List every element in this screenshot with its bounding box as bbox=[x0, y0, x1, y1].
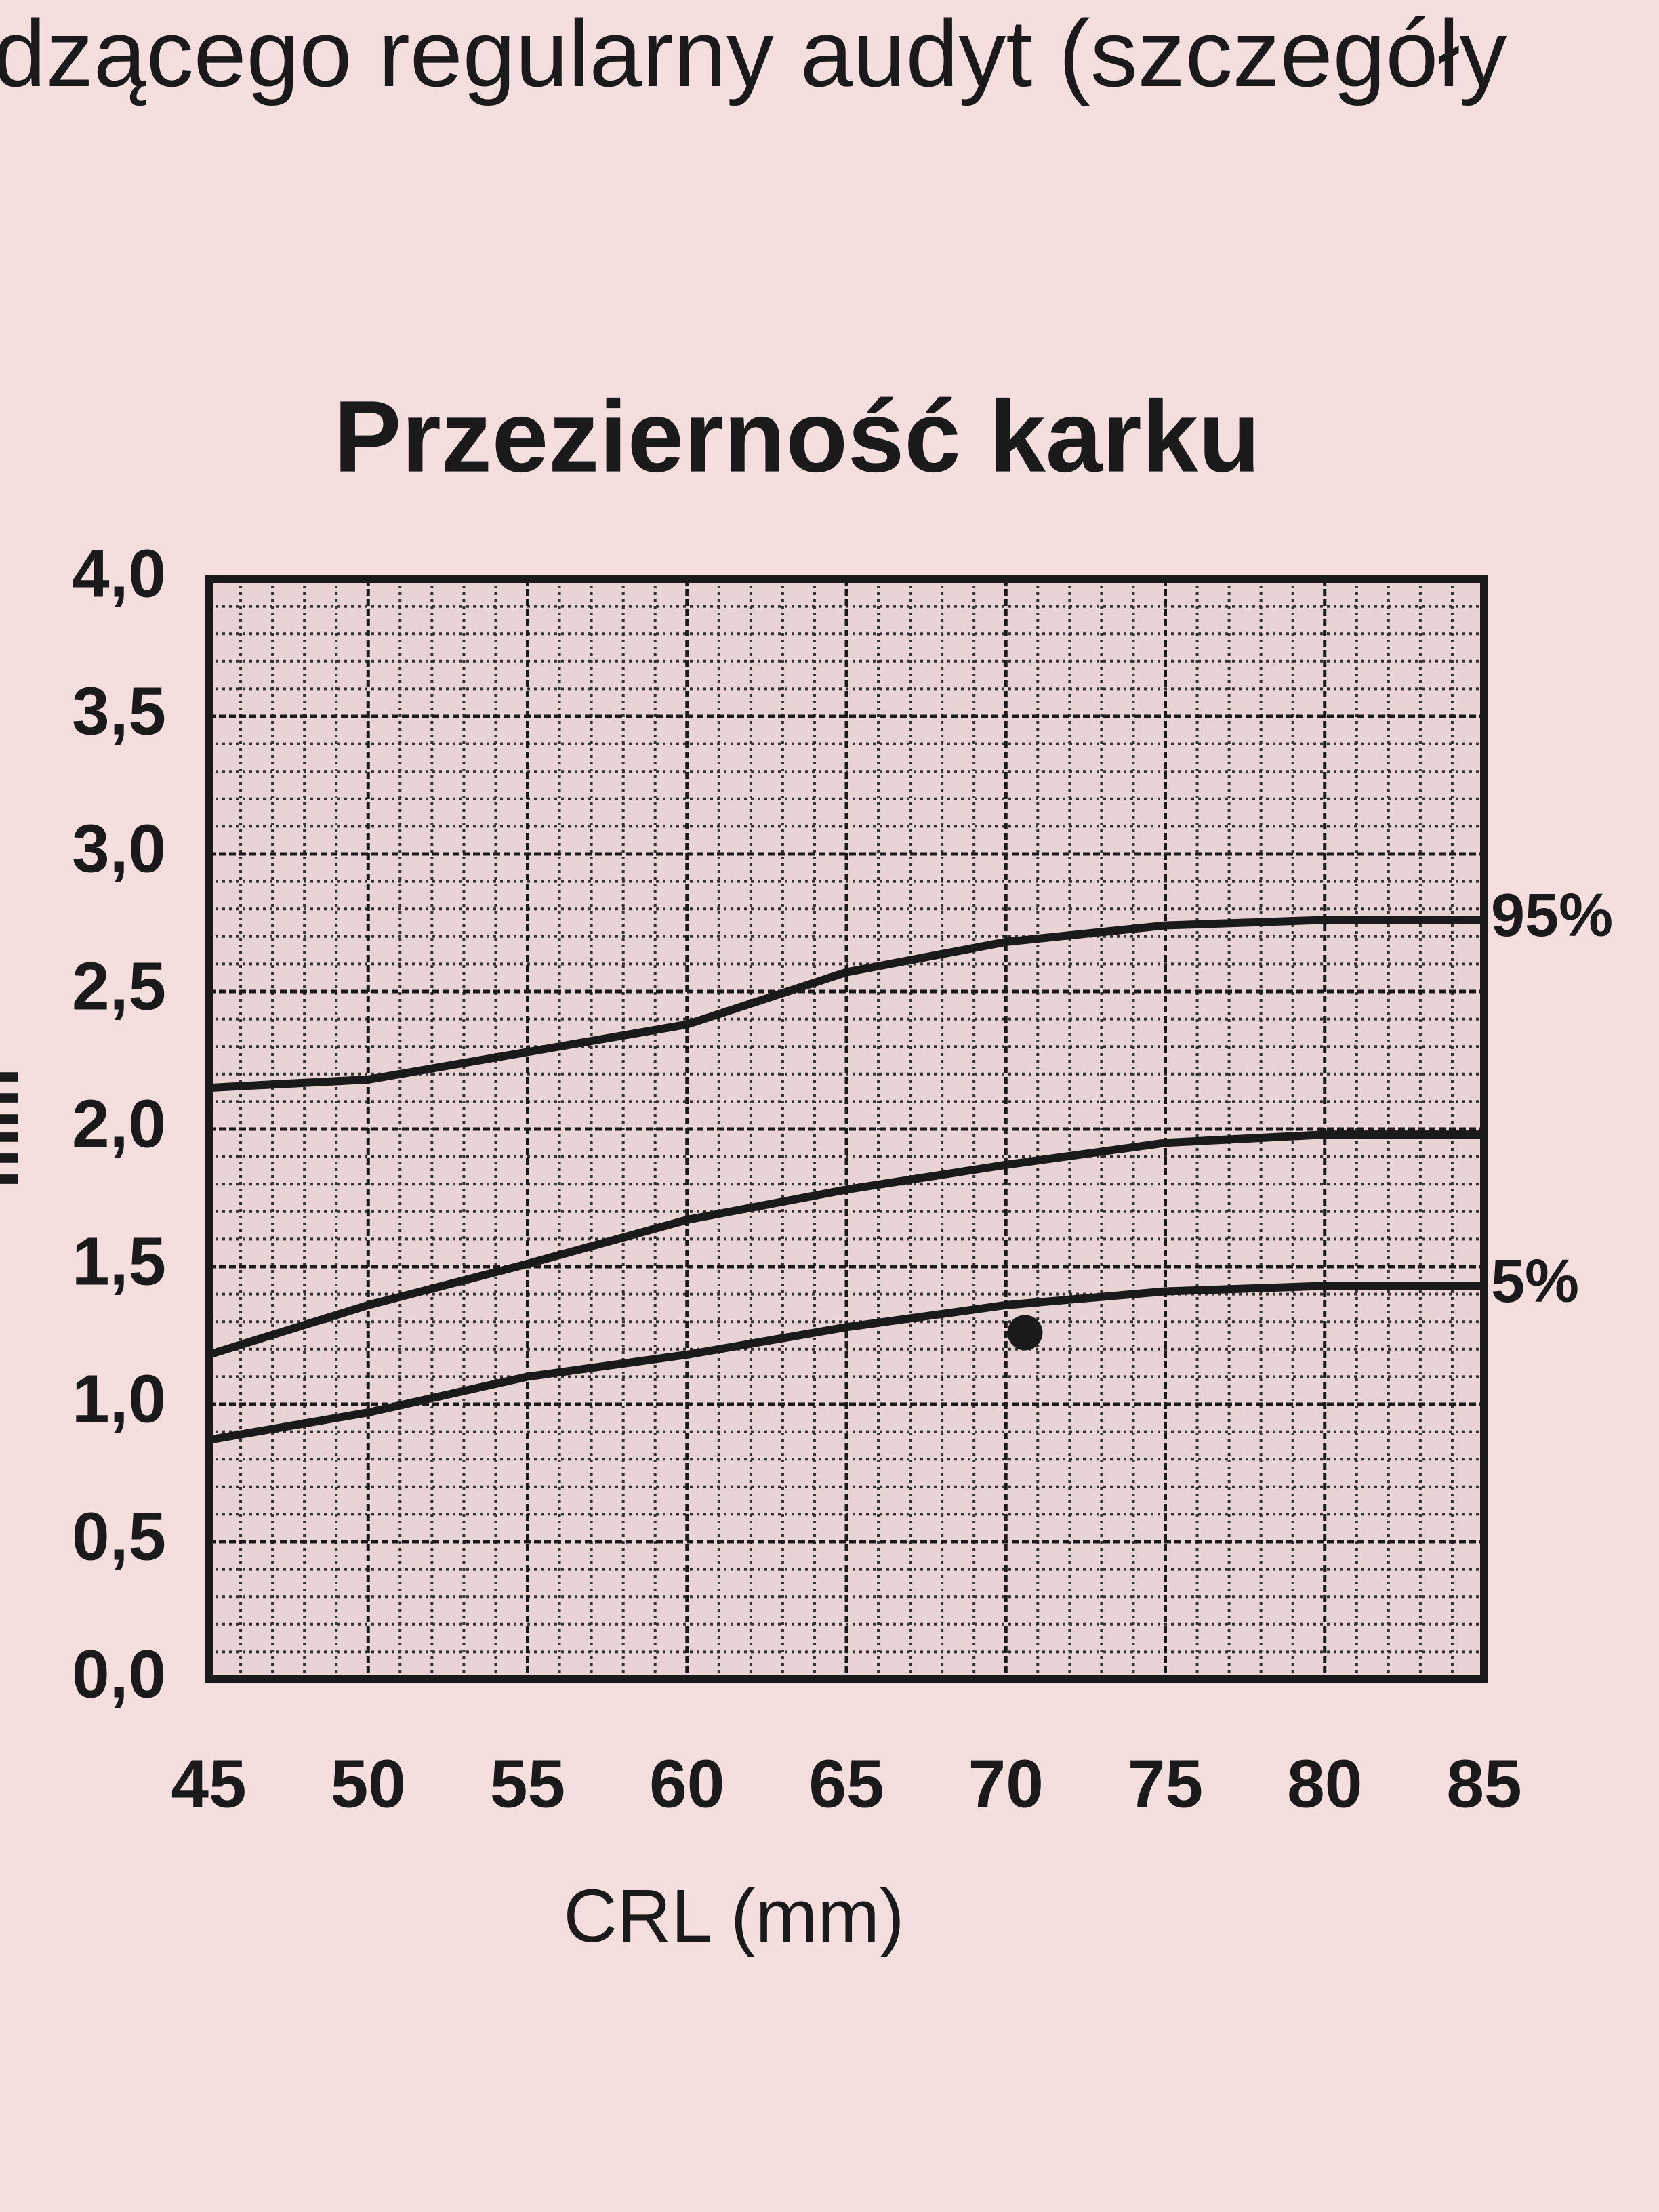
y-tick-label: 2,5 bbox=[72, 948, 166, 1024]
series-line bbox=[207, 1282, 1484, 1444]
x-tick-label: 80 bbox=[1287, 1746, 1362, 1822]
series-end-label: 5% bbox=[1491, 1248, 1579, 1315]
x-tick-label: 45 bbox=[171, 1746, 246, 1822]
x-tick-label: 85 bbox=[1446, 1746, 1521, 1822]
y-axis-label: mm bbox=[0, 1068, 33, 1189]
series-end-label: 95% bbox=[1491, 882, 1613, 949]
x-tick-label: 70 bbox=[968, 1746, 1044, 1822]
x-tick-label: 75 bbox=[1128, 1746, 1203, 1822]
y-tick-label: 3,0 bbox=[72, 811, 166, 886]
x-tick-label: 60 bbox=[649, 1746, 724, 1822]
header-fragment: dzącego regularny audyt (szczegóły bbox=[0, 0, 1507, 106]
y-tick-label: 4,0 bbox=[72, 535, 166, 611]
y-tick-label: 2,0 bbox=[72, 1086, 166, 1162]
measurement-point bbox=[1007, 1315, 1043, 1351]
y-tick-label: 1,0 bbox=[72, 1361, 166, 1437]
plot-frame bbox=[205, 575, 1488, 1683]
chart-title: Przezierność karku bbox=[333, 380, 1260, 493]
series-line bbox=[207, 1130, 1484, 1359]
y-tick-label: 0,0 bbox=[72, 1636, 166, 1712]
y-tick-label: 0,5 bbox=[72, 1498, 166, 1574]
y-tick-label: 1,5 bbox=[72, 1223, 166, 1299]
x-tick-label: 50 bbox=[331, 1746, 406, 1822]
x-axis-label: CRL (mm) bbox=[563, 1875, 904, 1958]
y-tick-label: 3,5 bbox=[72, 673, 166, 749]
x-tick-label: 55 bbox=[490, 1746, 565, 1822]
series-line bbox=[208, 916, 1484, 1092]
x-tick-label: 65 bbox=[808, 1746, 884, 1822]
